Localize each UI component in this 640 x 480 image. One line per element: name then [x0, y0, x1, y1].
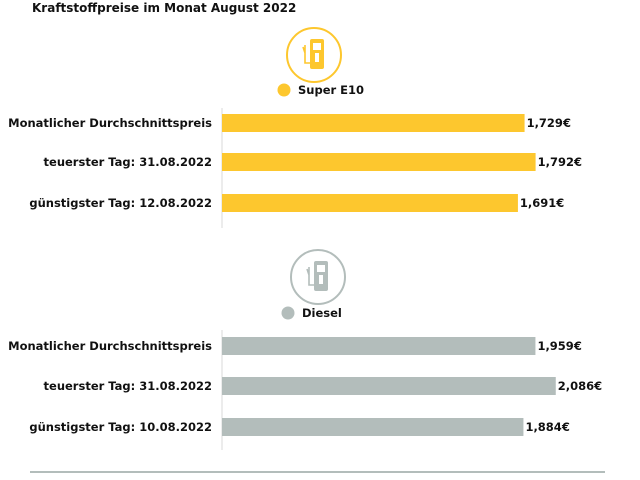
category-label: Monatlicher Durchschnittspreis [8, 339, 212, 353]
category-label: Monatlicher Durchschnittspreis [8, 116, 212, 130]
category-label: teuerster Tag: 31.08.2022 [44, 155, 212, 169]
value-label: 1,729€ [527, 116, 571, 130]
bar [222, 377, 556, 395]
value-label: 1,884€ [525, 420, 569, 434]
bar [222, 194, 518, 212]
bottom-divider [30, 471, 605, 473]
fuel-pump-icon [286, 27, 342, 83]
category-label: günstigster Tag: 10.08.2022 [29, 420, 212, 434]
category-label: teuerster Tag: 31.08.2022 [44, 379, 212, 393]
chart-title: Kraftstoffpreise im Monat August 2022 [32, 1, 297, 15]
value-label: 1,959€ [537, 339, 581, 353]
bar [222, 114, 525, 132]
value-label: 2,086€ [558, 379, 602, 393]
bar [222, 337, 536, 355]
legend-marker [281, 306, 295, 320]
bar [222, 153, 536, 171]
bar [222, 418, 524, 436]
panel-super-e10: Super E10 Monatlicher Durchschnittspreis 1… [8, 27, 582, 228]
category-label: günstigster Tag: 12.08.2022 [29, 196, 212, 210]
value-label: 1,691€ [520, 196, 564, 210]
value-label: 1,792€ [538, 155, 582, 169]
fuel-pump-icon [290, 249, 346, 305]
legend-label: Super E10 [298, 83, 364, 97]
legend-label: Diesel [302, 306, 342, 320]
legend-marker [277, 83, 291, 97]
panel-diesel: Diesel Monatlicher Durchschnittspreis 1,95… [8, 249, 602, 450]
